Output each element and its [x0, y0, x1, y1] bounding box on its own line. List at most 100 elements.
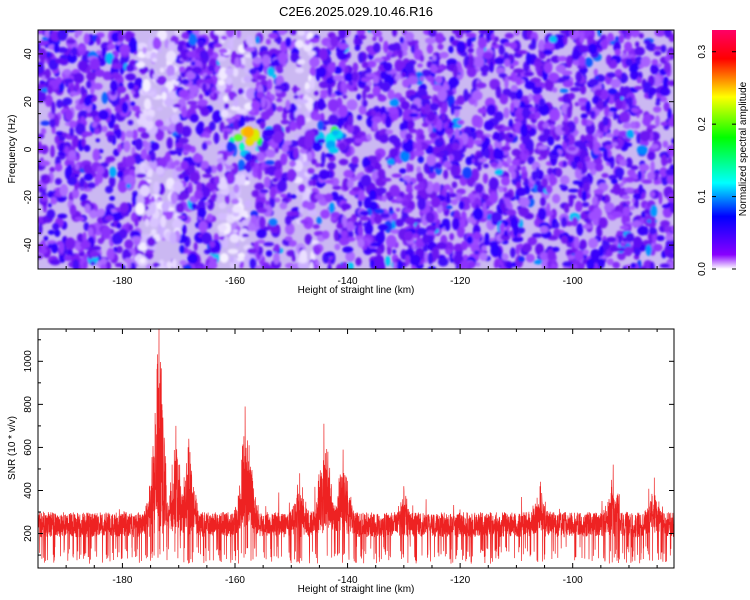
heatmap-cell — [507, 76, 514, 81]
heatmap-cell — [105, 185, 114, 194]
heatmap-cell — [555, 167, 563, 178]
heatmap-cell — [168, 123, 177, 133]
heatmap-cell — [276, 180, 287, 193]
heatmap-cell — [378, 36, 383, 43]
heatmap-cell — [611, 178, 618, 185]
heatmap-cell — [542, 128, 551, 137]
heatmap-cell — [155, 127, 165, 141]
heatmap-cell — [226, 76, 233, 86]
heatmap-cell — [501, 176, 510, 186]
heatmap-cell — [478, 30, 489, 35]
heatmap-cell — [399, 122, 405, 131]
heatmap-cell — [98, 109, 109, 120]
heatmap-cell — [460, 260, 469, 269]
heatmap-cell — [100, 257, 108, 265]
heatmap-cell — [612, 183, 621, 195]
snr-y-tick-label: 800 — [23, 396, 34, 413]
heatmap-cell — [151, 57, 158, 63]
heatmap-cell — [422, 233, 429, 244]
heatmap-cell — [405, 193, 414, 201]
heatmap-cell — [171, 218, 183, 230]
heatmap-cell — [547, 260, 552, 268]
heatmap-cell — [150, 142, 160, 151]
heatmap-cell — [269, 195, 276, 209]
heatmap-cell — [472, 207, 484, 221]
heatmap-cell — [533, 61, 543, 68]
heatmap-cell — [236, 256, 245, 262]
heatmap-cell — [306, 201, 316, 211]
heatmap-cell — [417, 155, 424, 164]
heatmap-cell — [189, 171, 201, 183]
heatmap-y-tick-label: 40 — [23, 48, 34, 60]
heatmap-cell — [533, 81, 543, 88]
heatmap-cell — [327, 98, 339, 112]
heatmap-cell — [501, 253, 509, 261]
heatmap-cell — [504, 32, 514, 39]
heatmap-cell — [377, 168, 386, 179]
heatmap-cell — [43, 235, 49, 242]
heatmap-cell — [523, 71, 534, 77]
heatmap-y-tick-label: -40 — [23, 237, 34, 252]
heatmap-cell — [125, 222, 131, 234]
heatmap-cell — [652, 231, 657, 244]
heatmap-cell — [457, 119, 465, 125]
heatmap-cell — [230, 105, 241, 111]
heatmap-cell — [319, 47, 328, 61]
heatmap-cell — [284, 236, 293, 242]
heatmap-cell — [214, 65, 220, 74]
heatmap-cell — [346, 221, 355, 232]
heatmap-cell — [328, 202, 335, 214]
heatmap-cell — [168, 75, 179, 81]
heatmap-cell — [256, 91, 264, 99]
heatmap-cell — [186, 156, 193, 163]
heatmap-cell — [439, 65, 444, 70]
figure-title: C2E6.2025.029.10.46.R16 — [279, 4, 433, 19]
heatmap-cell — [94, 128, 100, 135]
heatmap-cell — [664, 55, 671, 62]
heatmap-cell — [525, 253, 535, 263]
heatmap-cell — [225, 172, 236, 185]
heatmap-cell — [579, 31, 585, 44]
heatmap-cell — [494, 111, 504, 122]
heatmap-cell — [299, 249, 308, 263]
heatmap-cell — [559, 183, 567, 189]
heatmap-cell — [213, 132, 220, 145]
heatmap-cell — [669, 202, 674, 214]
heatmap-cell — [405, 254, 411, 267]
heatmap-cell — [551, 208, 557, 219]
heatmap-cell — [394, 218, 405, 227]
heatmap-cell — [373, 254, 385, 268]
heatmap-cell — [42, 200, 47, 207]
heatmap-cell — [616, 230, 623, 236]
heatmap-cell — [312, 224, 320, 230]
heatmap-cell — [527, 156, 535, 165]
heatmap-cell — [326, 77, 334, 85]
heatmap-cell — [578, 213, 590, 220]
heatmap-cell — [473, 193, 478, 199]
heatmap-cell — [630, 121, 636, 129]
heatmap-cell — [335, 263, 343, 269]
heatmap-cell — [202, 187, 211, 198]
heatmap-cell — [445, 248, 453, 255]
heatmap-cell — [604, 157, 614, 162]
heatmap-cell — [484, 232, 490, 246]
heatmap-cell — [547, 136, 555, 146]
heatmap-cell — [359, 210, 370, 216]
heatmap-cell — [618, 130, 629, 138]
heatmap-cell — [160, 126, 169, 131]
heatmap-cell — [427, 252, 434, 265]
heatmap-cell — [655, 115, 660, 127]
colorbar-tick-label: 0.0 — [697, 262, 708, 276]
heatmap-cell — [50, 259, 61, 266]
heatmap-cell — [209, 240, 216, 248]
heatmap-cell — [274, 160, 283, 171]
heatmap-cell — [63, 69, 72, 76]
heatmap-cell — [365, 73, 377, 78]
heatmap-cell — [590, 248, 601, 262]
heatmap-cell — [387, 50, 393, 57]
heatmap-cell — [255, 36, 260, 44]
heatmap-cell — [651, 59, 659, 66]
heatmap-cell — [57, 151, 67, 156]
heatmap-cell — [278, 52, 288, 65]
snr-x-tick-label: -120 — [450, 575, 470, 586]
